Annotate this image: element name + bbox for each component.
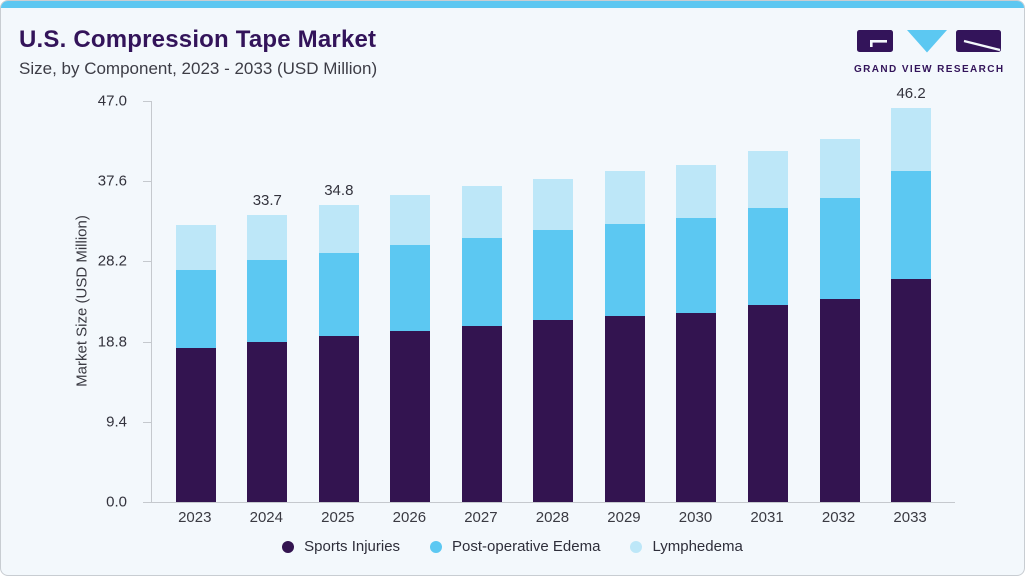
bar-2026: [390, 101, 431, 502]
bar-segment-post-operative-edema: [748, 207, 789, 305]
legend: Sports Injuries Post-operative Edema Lymph…: [1, 538, 1024, 555]
x-tick-label: 2024: [249, 509, 283, 526]
legend-item-sports-injuries: Sports Injuries: [282, 538, 400, 555]
y-tick-label: 0.0: [106, 493, 127, 511]
legend-label: Sports Injuries: [304, 538, 401, 555]
bar-2030: [676, 101, 717, 502]
y-tick-label: 37.6: [97, 172, 127, 190]
bar-segment-post-operative-edema: [390, 245, 431, 332]
legend-swatch-sports-injuries: [282, 540, 295, 553]
bar-segment-post-operative-edema: [461, 237, 502, 327]
legend-label: Post-operative Edema: [452, 538, 601, 555]
y-tick-mark: [143, 341, 152, 343]
x-tick-label: 2032: [821, 509, 856, 526]
bar-segment-lymphedema: [461, 186, 502, 238]
bar-value-label: 46.2: [896, 84, 926, 102]
bar-segment-sports-injuries: [891, 279, 932, 502]
bar-segment-sports-injuries: [748, 304, 789, 502]
x-tick-label: 2026: [392, 509, 427, 526]
bar-value-label: 34.8: [324, 182, 354, 200]
bar-segment-sports-injuries: [461, 326, 502, 502]
x-axis: 2023 2024 2025 2026 2027 2028 2029 2030 2031 2032…: [151, 509, 954, 526]
bar-segment-post-operative-edema: [604, 223, 645, 317]
plot-area: 33.7 34.8 46.2: [143, 85, 955, 503]
x-tick-label: 2025: [321, 509, 355, 526]
bar-2032: [819, 101, 860, 502]
bar-2029: [604, 101, 645, 502]
x-tick-label: 2029: [607, 509, 641, 526]
bars: 33.7 34.8 46.2: [152, 85, 955, 502]
bar-segment-lymphedema: [318, 205, 359, 253]
y-tick-mark: [143, 502, 152, 503]
bar-segment-lymphedema: [819, 139, 860, 199]
x-tick-label: 2027: [464, 509, 498, 526]
gvr-logo: GRAND VIEW RESEARCH: [854, 29, 1004, 75]
bar-segment-sports-injuries: [604, 316, 645, 502]
bar-segment-lymphedema: [891, 107, 932, 171]
y-tick-label: 18.8: [97, 333, 127, 351]
bar-segment-post-operative-edema: [533, 229, 574, 321]
bar-2025: 34.8: [318, 101, 359, 502]
bar-segment-sports-injuries: [318, 336, 359, 502]
bar-2031: [748, 101, 789, 502]
bar-2028: [533, 101, 574, 502]
bar-segment-lymphedema: [175, 224, 216, 270]
bar-segment-sports-injuries: [175, 348, 216, 502]
bar-segment-lymphedema: [533, 178, 574, 230]
bar-segment-post-operative-edema: [318, 252, 359, 337]
y-tick-label: 28.2: [97, 252, 127, 270]
x-tick-label: 2023: [178, 509, 212, 526]
bar-segment-lymphedema: [390, 194, 431, 246]
y-tick-mark: [143, 181, 152, 183]
legend-swatch-post-operative-edema: [430, 540, 443, 553]
gvr-logo-icon: [857, 30, 1001, 53]
bar-segment-post-operative-edema: [819, 198, 860, 299]
x-tick-label: 2031: [750, 509, 784, 526]
bar-2027: [461, 101, 502, 502]
gvr-logo-text: GRAND VIEW RESEARCH: [854, 64, 1005, 75]
bar-segment-lymphedema: [604, 170, 645, 224]
bar-value-label: 33.7: [252, 191, 282, 209]
y-tick-label: 47.0: [97, 92, 127, 110]
legend-label: Lymphedema: [652, 538, 743, 555]
accent-top-bar: [1, 1, 1024, 8]
y-axis: 0.0 9.4 18.8 28.2 37.6 47.0: [1, 93, 143, 511]
bar-2033: 46.2: [891, 85, 932, 502]
y-tick-mark: [143, 261, 152, 263]
bar-segment-post-operative-edema: [676, 217, 717, 313]
y-tick-mark: [143, 101, 152, 102]
x-tick-label: 2030: [678, 509, 713, 526]
legend-item-lymphedema: Lymphedema: [630, 538, 743, 555]
x-tick-label: 2028: [535, 509, 570, 526]
legend-swatch-lymphedema: [630, 540, 643, 553]
legend-item-post-operative-edema: Post-operative Edema: [430, 538, 600, 555]
bar-segment-post-operative-edema: [891, 170, 932, 280]
y-tick-mark: [143, 421, 152, 423]
x-tick-label: 2033: [893, 509, 927, 526]
bar-segment-sports-injuries: [676, 312, 717, 502]
bar-segment-lymphedema: [748, 151, 789, 208]
y-tick-label: 9.4: [106, 413, 127, 431]
bar-2023: [175, 101, 216, 502]
bar-segment-post-operative-edema: [175, 269, 216, 349]
bar-2024: 33.7: [247, 101, 288, 502]
bar-segment-post-operative-edema: [247, 259, 288, 343]
bar-segment-sports-injuries: [390, 331, 431, 502]
bar-segment-sports-injuries: [819, 298, 860, 502]
bar-segment-lymphedema: [247, 214, 288, 260]
page-subtitle: Size, by Component, 2023 - 2033 (USD Mil…: [19, 59, 378, 78]
bar-segment-sports-injuries: [247, 342, 288, 502]
bar-segment-lymphedema: [676, 165, 717, 218]
page-title: U.S. Compression Tape Market: [19, 26, 377, 53]
bar-segment-sports-injuries: [533, 320, 574, 502]
